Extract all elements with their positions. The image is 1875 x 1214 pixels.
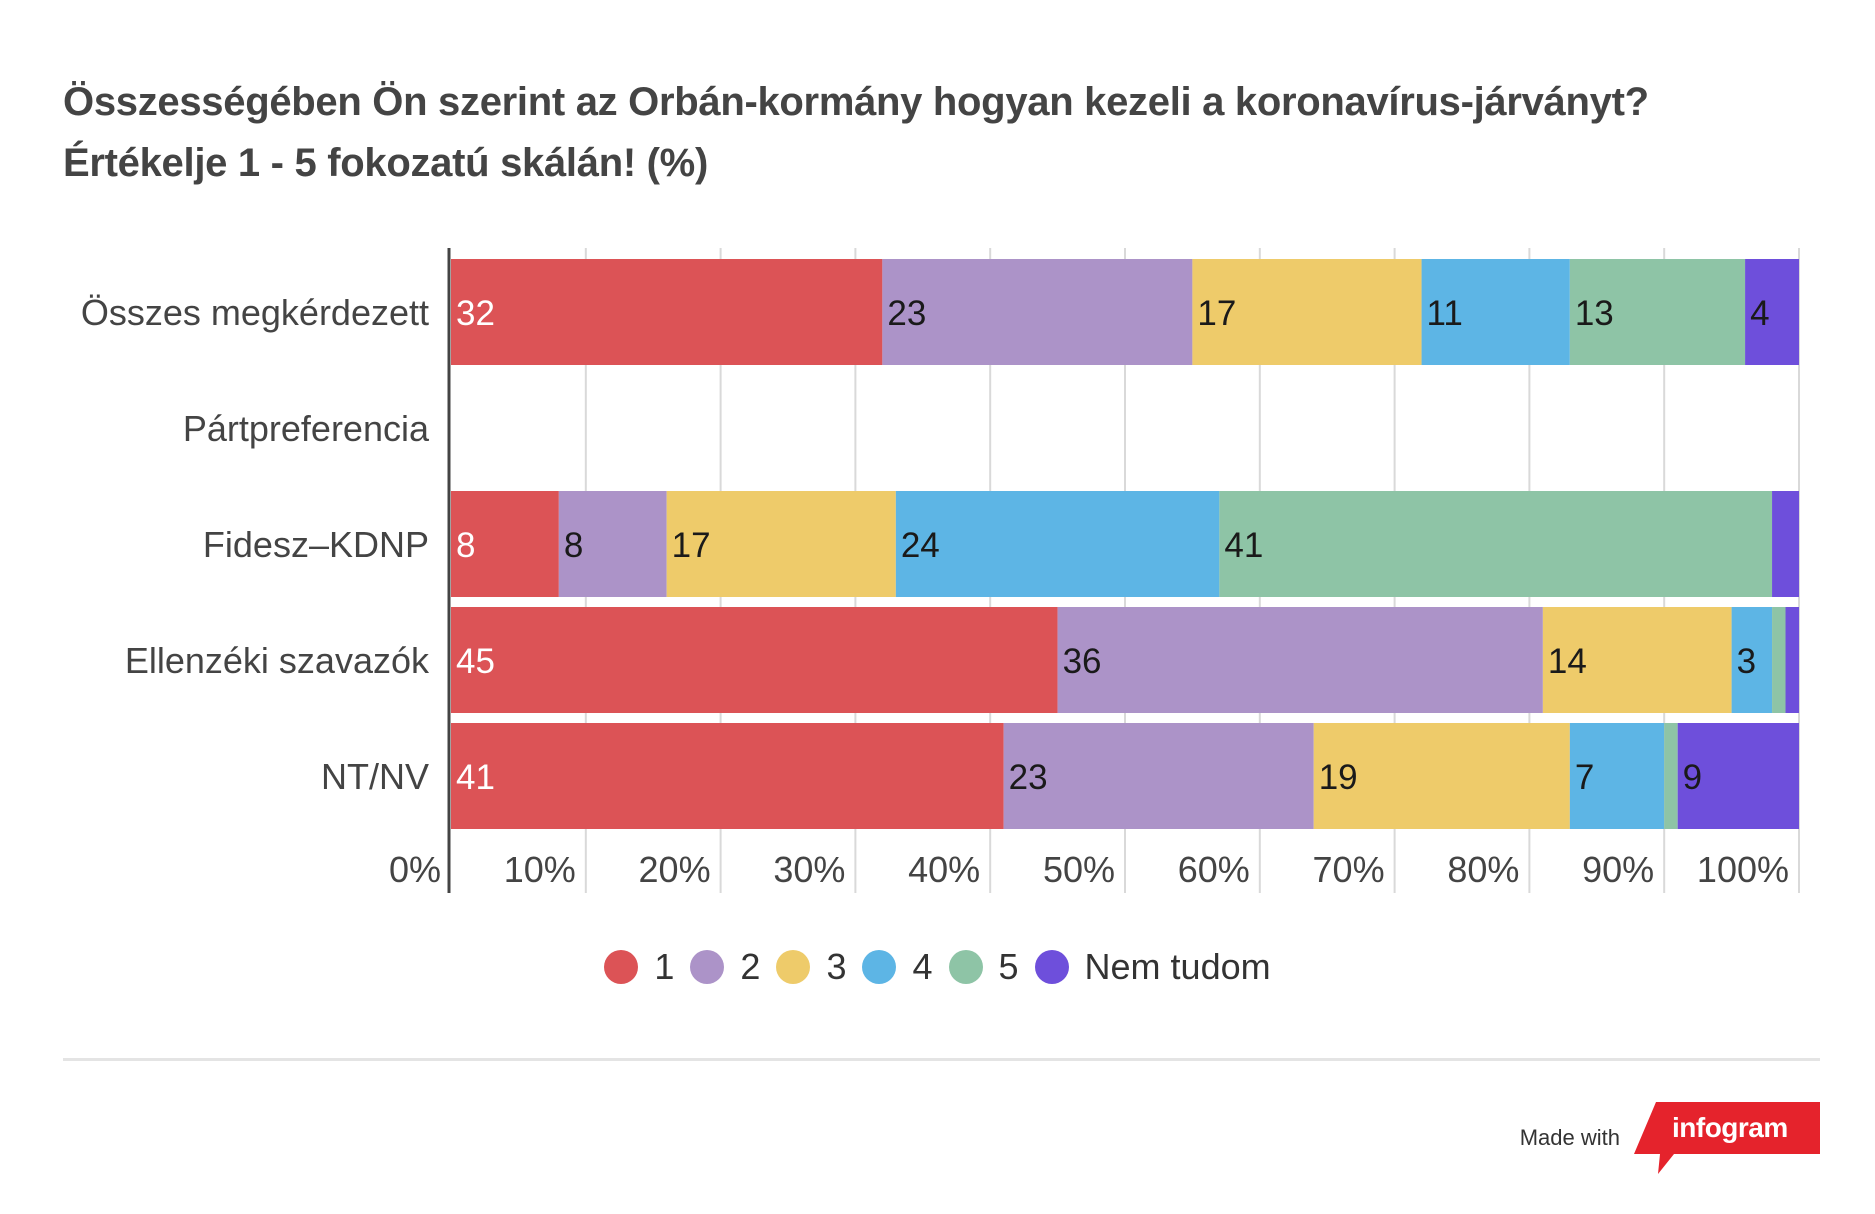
bar-segment[interactable]: [558, 491, 667, 597]
bar-segment[interactable]: [1664, 723, 1678, 829]
infogram-logo-text: infogram: [1672, 1112, 1788, 1143]
legend-label: 1: [654, 946, 675, 987]
legend-item[interactable]: 4: [862, 946, 933, 988]
data-labels: 32 23 17 11 13 4 8 8 17 24 41 45 36 14 3 41 23 19 7 9: [456, 294, 1770, 797]
x-tick-label: 40%: [908, 849, 980, 890]
legend-label: 2: [740, 946, 761, 987]
bar-segment[interactable]: [1745, 259, 1799, 365]
x-axis-ticks: 0% 10% 20% 30% 40% 50% 60% 70% 80% 90% 100%: [389, 849, 1789, 890]
made-with-label: Made with: [1519, 1125, 1620, 1150]
data-label: 14: [1548, 642, 1587, 681]
data-label: 3: [1737, 642, 1756, 681]
data-label: 8: [564, 526, 583, 565]
bar-segment[interactable]: [1772, 607, 1786, 713]
bar-segment[interactable]: [451, 723, 1004, 829]
chart-title: Összességében Ön szerint az Orbán-kormán…: [63, 72, 1823, 194]
data-label: 9: [1683, 758, 1702, 797]
legend: 1 2 3 4 5 Nem tudom: [0, 942, 1875, 992]
x-tick-label: 50%: [1043, 849, 1115, 890]
bar-segment[interactable]: [1569, 723, 1665, 829]
data-label: 45: [456, 642, 495, 681]
category-label: Pártpreferencia: [183, 408, 430, 449]
data-label: 41: [1224, 526, 1263, 565]
bar-segment[interactable]: [1313, 723, 1570, 829]
bar-segment[interactable]: [1569, 259, 1746, 365]
category-label: NT/NV: [321, 756, 429, 797]
legend-label: Nem tudom: [1084, 946, 1271, 987]
legend-item[interactable]: 5: [948, 946, 1019, 988]
x-tick-label: 20%: [639, 849, 711, 890]
data-label: 13: [1575, 294, 1614, 333]
data-label: 24: [901, 526, 940, 565]
bar-segment[interactable]: [1192, 259, 1422, 365]
category-labels: Összes megkérdezett Pártpreferencia Fidesz…: [81, 292, 430, 797]
legend-item[interactable]: 1: [604, 946, 674, 988]
bar-segment[interactable]: [451, 607, 1058, 713]
legend-swatch: [690, 950, 725, 984]
x-tick-label: 90%: [1582, 849, 1654, 890]
bar-segment[interactable]: [451, 491, 559, 597]
legend-label: 3: [826, 946, 847, 987]
bar-segment[interactable]: [451, 259, 883, 365]
stacked-bar-chart: 32 23 17 11 13 4 8 8 17 24 41 45 36 14 3 41 23 19 7 9 Össze…: [81, 248, 1800, 893]
x-tick-label: 30%: [773, 849, 845, 890]
chart-title-line-2: Értékelje 1 - 5 fokozatú skálán! (%): [63, 141, 708, 185]
data-label: 32: [456, 294, 495, 333]
legend-swatch: [604, 950, 639, 984]
legend-swatch: [948, 950, 983, 984]
data-label: 17: [1197, 294, 1236, 333]
legend-label: 5: [998, 946, 1019, 987]
data-label: 23: [1009, 758, 1048, 797]
bar-segment[interactable]: [1421, 259, 1570, 365]
data-label: 8: [456, 526, 475, 565]
category-label: Fidesz–KDNP: [203, 524, 429, 565]
legend-label: 4: [912, 946, 933, 987]
footer: Made with infogram: [1520, 1102, 1820, 1174]
legend-swatch: [1034, 950, 1069, 984]
data-label: 36: [1063, 642, 1102, 681]
infogram-logo[interactable]: infogram: [1634, 1102, 1820, 1174]
bars: [451, 259, 1799, 829]
legend-item[interactable]: Nem tudom: [1034, 946, 1271, 988]
data-label: 11: [1427, 294, 1463, 333]
bar-segment[interactable]: [1785, 607, 1799, 713]
data-label: 17: [672, 526, 711, 565]
x-tick-label: 10%: [504, 849, 576, 890]
bar-segment[interactable]: [1003, 723, 1314, 829]
bar-segment[interactable]: [1731, 607, 1773, 713]
bar-segment[interactable]: [1772, 491, 1799, 597]
data-label: 19: [1319, 758, 1358, 797]
chart-title-line-1: Összességében Ön szerint az Orbán-kormán…: [63, 80, 1649, 124]
legend-item[interactable]: 3: [776, 946, 846, 988]
legend-item[interactable]: 2: [690, 946, 760, 988]
category-label: Összes megkérdezett: [81, 292, 429, 333]
legend-swatch: [862, 950, 897, 984]
legend-swatch: [776, 950, 811, 984]
data-label: 4: [1750, 294, 1769, 333]
x-tick-label: 0%: [389, 849, 441, 890]
x-tick-label: 100%: [1697, 849, 1789, 890]
x-tick-label: 60%: [1178, 849, 1250, 890]
bar-segment[interactable]: [1219, 491, 1773, 597]
bar-segment[interactable]: [666, 491, 896, 597]
bar-segment[interactable]: [895, 491, 1220, 597]
x-tick-label: 80%: [1447, 849, 1519, 890]
divider: [63, 1058, 1820, 1061]
category-label: Ellenzéki szavazók: [125, 640, 430, 681]
data-label: 41: [456, 758, 495, 797]
bar-segment[interactable]: [882, 259, 1193, 365]
bar-segment[interactable]: [1542, 607, 1732, 713]
x-tick-label: 70%: [1313, 849, 1385, 890]
data-label: 23: [887, 294, 926, 333]
data-label: 7: [1575, 758, 1594, 797]
bar-segment[interactable]: [1057, 607, 1543, 713]
bar-segment[interactable]: [1677, 723, 1799, 829]
